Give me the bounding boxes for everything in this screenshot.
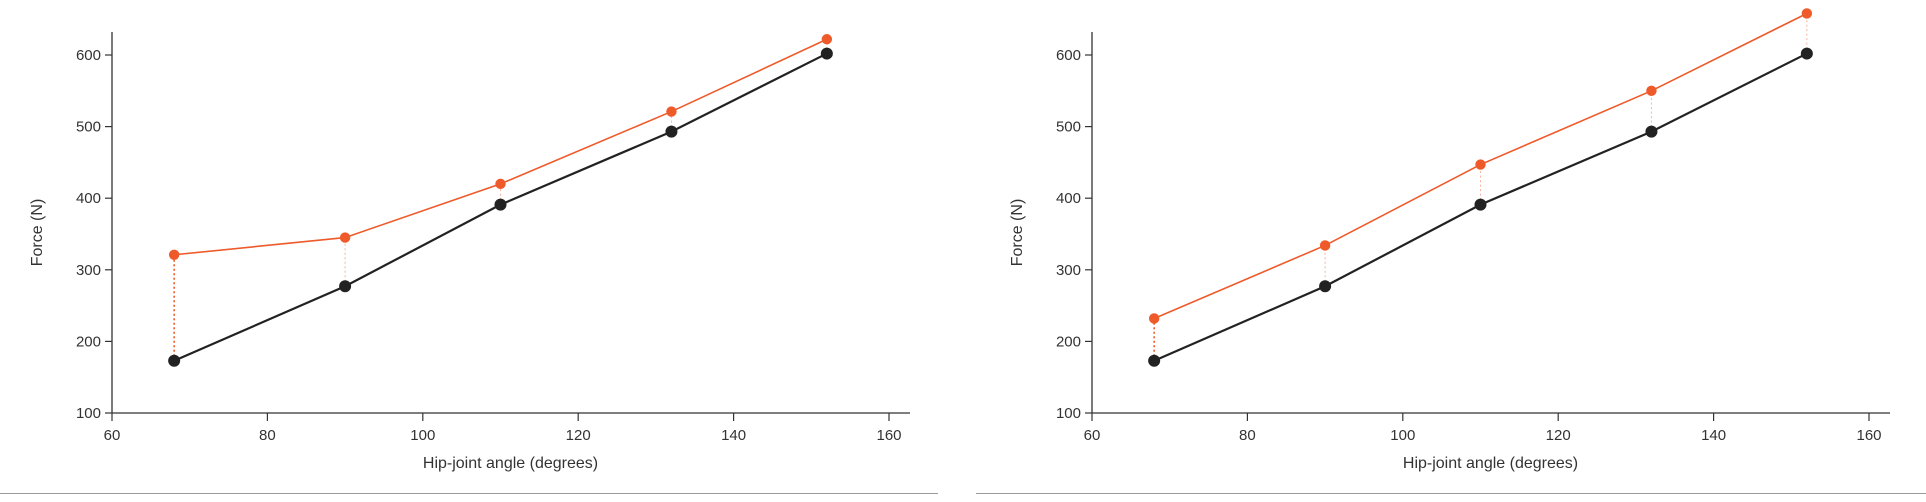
- y-axis-label: Force (N): [1009, 199, 1026, 267]
- x-tick-label: 100: [410, 427, 435, 444]
- chart-right: 100 200 300 400 500 600 60 80 100 120 140 160 Hip-jo…: [1009, 8, 1890, 472]
- data-point: [1148, 313, 1160, 324]
- y-tick-label: 500: [76, 119, 101, 136]
- data-point: [1148, 354, 1161, 367]
- x-tick-label: 140: [721, 427, 746, 444]
- data-point: [1801, 8, 1813, 19]
- data-point: [168, 249, 180, 260]
- x-tick-label: 60: [1084, 427, 1101, 444]
- data-point: [666, 106, 677, 117]
- data-point: [1319, 280, 1332, 293]
- x-tick-label: 100: [1390, 427, 1415, 444]
- y-tick-label: 500: [1056, 119, 1081, 136]
- y-tick-label: 600: [76, 47, 101, 64]
- data-point: [1645, 125, 1658, 138]
- x-axis-label: Hip-joint angle (degrees): [1403, 455, 1578, 472]
- y-tick-label: 100: [76, 405, 101, 422]
- x-tick-label: 120: [1546, 427, 1571, 444]
- chart-panel-right: 100 200 300 400 500 600 60 80 100 120 140 160 Hip-jo…: [980, 0, 1926, 502]
- chart-panel-left: 100 200 300 400 500 600 60 80 100 120 140 160 Hip-jo…: [0, 0, 960, 502]
- bottom-divider-right: [976, 493, 1926, 494]
- x-tick-label: 140: [1701, 427, 1726, 444]
- data-point: [168, 354, 181, 367]
- data-point: [820, 47, 833, 60]
- y-tick-label: 200: [76, 333, 101, 350]
- data-point: [1800, 47, 1813, 60]
- bottom-divider-left: [0, 493, 938, 494]
- y-tick-label: 100: [1056, 405, 1081, 422]
- data-point: [665, 125, 678, 138]
- y-tick-label: 200: [1056, 333, 1081, 350]
- data-point: [495, 178, 506, 190]
- y-tick-label: 300: [1056, 262, 1081, 279]
- y-tick-label: 400: [1056, 190, 1081, 207]
- data-point: [339, 280, 352, 293]
- x-tick-label: 80: [1239, 427, 1256, 444]
- x-axis-label: Hip-joint angle (degrees): [423, 455, 598, 472]
- data-point: [1646, 85, 1657, 97]
- x-tick-label: 120: [566, 427, 591, 444]
- x-tick-label: 160: [1856, 427, 1881, 444]
- x-tick-label: 160: [876, 427, 901, 444]
- series-line: [174, 38, 828, 256]
- y-tick-label: 400: [76, 190, 101, 207]
- y-tick-label: 300: [76, 262, 101, 279]
- data-point: [494, 198, 507, 211]
- data-point: [1475, 159, 1486, 170]
- data-point: [339, 232, 351, 243]
- x-tick-label: 80: [259, 427, 276, 444]
- data-point: [1474, 198, 1487, 211]
- y-tick-label: 600: [1056, 47, 1081, 64]
- data-point: [1319, 240, 1331, 251]
- chart-left: 100 200 300 400 500 600 60 80 100 120 140 160 Hip-jo…: [29, 32, 910, 472]
- x-tick-label: 60: [104, 427, 121, 444]
- data-point: [821, 34, 833, 45]
- y-axis-label: Force (N): [29, 199, 46, 267]
